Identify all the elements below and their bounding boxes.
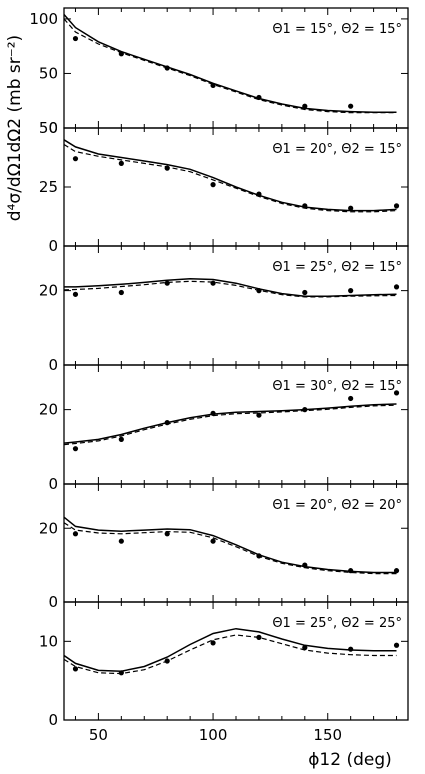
data-point bbox=[118, 51, 124, 57]
data-point bbox=[302, 203, 308, 209]
data-point bbox=[302, 103, 308, 109]
dashed-curve bbox=[63, 522, 397, 575]
panel-label: Θ1 = 20°, Θ2 = 15° bbox=[272, 142, 402, 157]
data-point bbox=[210, 410, 216, 416]
data-point bbox=[164, 165, 170, 171]
data-point bbox=[393, 203, 400, 209]
data-point bbox=[393, 284, 400, 290]
data-point bbox=[256, 288, 262, 294]
panel-6: 0 10 Θ1 = 25°, Θ2 = 25° bbox=[39, 601, 409, 729]
dashed-curve bbox=[63, 634, 397, 675]
data-point bbox=[348, 395, 354, 402]
data-point bbox=[164, 280, 170, 286]
panel-label: Θ1 = 15°, Θ2 = 15° bbox=[272, 22, 402, 37]
y-axis-title: d⁴σ/dΩ1dΩ2 (mb sr⁻²) bbox=[5, 35, 25, 221]
dashed-curve bbox=[63, 18, 397, 114]
solid-curve bbox=[63, 516, 397, 574]
data-point bbox=[302, 562, 308, 568]
y-tick-label: 10 bbox=[39, 632, 58, 650]
data-point bbox=[210, 640, 216, 646]
data-point bbox=[210, 538, 216, 544]
y-tick-label: 0 bbox=[48, 356, 58, 374]
data-point bbox=[393, 568, 400, 574]
y-tick-label: 0 bbox=[48, 711, 58, 729]
dashed-curve bbox=[63, 143, 397, 213]
solid-curve bbox=[63, 139, 397, 212]
data-point bbox=[118, 160, 124, 166]
panel-label: Θ1 = 25°, Θ2 = 15° bbox=[272, 260, 402, 275]
panel-label: Θ1 = 30°, Θ2 = 15° bbox=[272, 379, 402, 394]
data-point bbox=[348, 103, 354, 109]
x-tick-label: 50 bbox=[89, 726, 108, 744]
panel-label: Θ1 = 20°, Θ2 = 20° bbox=[272, 498, 402, 513]
data-point bbox=[72, 446, 79, 452]
solid-curve bbox=[63, 627, 397, 672]
data-point bbox=[256, 553, 262, 559]
data-point bbox=[72, 666, 79, 672]
dashed-curve bbox=[63, 280, 397, 298]
data-point bbox=[118, 289, 124, 296]
y-tick-label: 20 bbox=[39, 401, 58, 419]
data-point bbox=[256, 634, 262, 641]
y-tick-label: 20 bbox=[39, 519, 58, 537]
x-tick-label: 150 bbox=[313, 726, 342, 744]
data-point bbox=[302, 645, 308, 651]
panel-label: Θ1 = 25°, Θ2 = 25° bbox=[272, 616, 402, 631]
dashed-curve bbox=[63, 404, 397, 446]
data-point bbox=[72, 291, 79, 297]
data-point bbox=[256, 191, 262, 197]
data-point bbox=[164, 420, 170, 426]
solid-curve bbox=[63, 403, 397, 444]
y-tick-label: 50 bbox=[39, 119, 58, 137]
y-tick-label: 25 bbox=[39, 178, 58, 196]
y-tick-label: 0 bbox=[48, 119, 58, 137]
y-tick-label: 0 bbox=[48, 593, 58, 611]
solid-curve bbox=[64, 277, 397, 297]
data-point bbox=[302, 407, 308, 413]
data-point bbox=[210, 280, 216, 286]
data-point bbox=[210, 182, 216, 188]
panel-4: 0 20 Θ1 = 30°, Θ2 = 15° bbox=[39, 364, 409, 493]
y-tick-label: 50 bbox=[39, 64, 58, 82]
solid-curve bbox=[63, 14, 397, 113]
x-axis-title: ϕ12 (deg) bbox=[308, 750, 392, 770]
y-tick-label: 20 bbox=[39, 282, 58, 300]
data-point bbox=[118, 436, 124, 442]
x-tick-label: 100 bbox=[199, 726, 228, 744]
y-tick-label: 0 bbox=[48, 475, 58, 493]
data-point bbox=[393, 642, 400, 648]
y-tick-label: 0 bbox=[48, 237, 58, 255]
data-point bbox=[164, 658, 170, 664]
panel-5: 0 20 Θ1 = 20°, Θ2 = 20° bbox=[39, 483, 409, 611]
data-point bbox=[118, 538, 124, 544]
panel-2: 0 25 50 Θ1 = 20°, Θ2 = 15° bbox=[39, 119, 409, 255]
data-point bbox=[393, 390, 400, 396]
data-point bbox=[210, 82, 216, 89]
panel-3: 0 20 Θ1 = 25°, Θ2 = 15° bbox=[39, 245, 409, 374]
data-point bbox=[164, 65, 170, 71]
y-tick-label: 100 bbox=[29, 10, 58, 28]
data-point bbox=[302, 289, 308, 296]
data-point bbox=[348, 288, 354, 294]
data-point bbox=[118, 670, 124, 676]
data-point bbox=[348, 568, 354, 574]
data-point bbox=[256, 412, 262, 418]
data-point bbox=[72, 156, 79, 162]
data-point bbox=[72, 35, 79, 42]
data-point bbox=[164, 531, 170, 537]
data-point bbox=[348, 205, 354, 211]
data-point bbox=[348, 646, 354, 652]
data-point bbox=[256, 94, 262, 101]
data-point bbox=[72, 531, 79, 537]
